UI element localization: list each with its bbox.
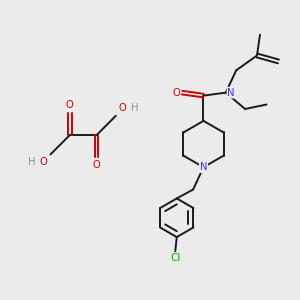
Text: N: N [227,88,235,98]
Text: O: O [93,160,101,170]
Text: O: O [40,157,47,167]
Text: O: O [119,103,127,113]
Text: N: N [200,162,207,172]
Text: H: H [28,157,35,167]
Text: O: O [66,100,74,110]
Text: Cl: Cl [170,253,181,263]
Text: O: O [172,88,180,98]
Text: H: H [131,103,138,113]
